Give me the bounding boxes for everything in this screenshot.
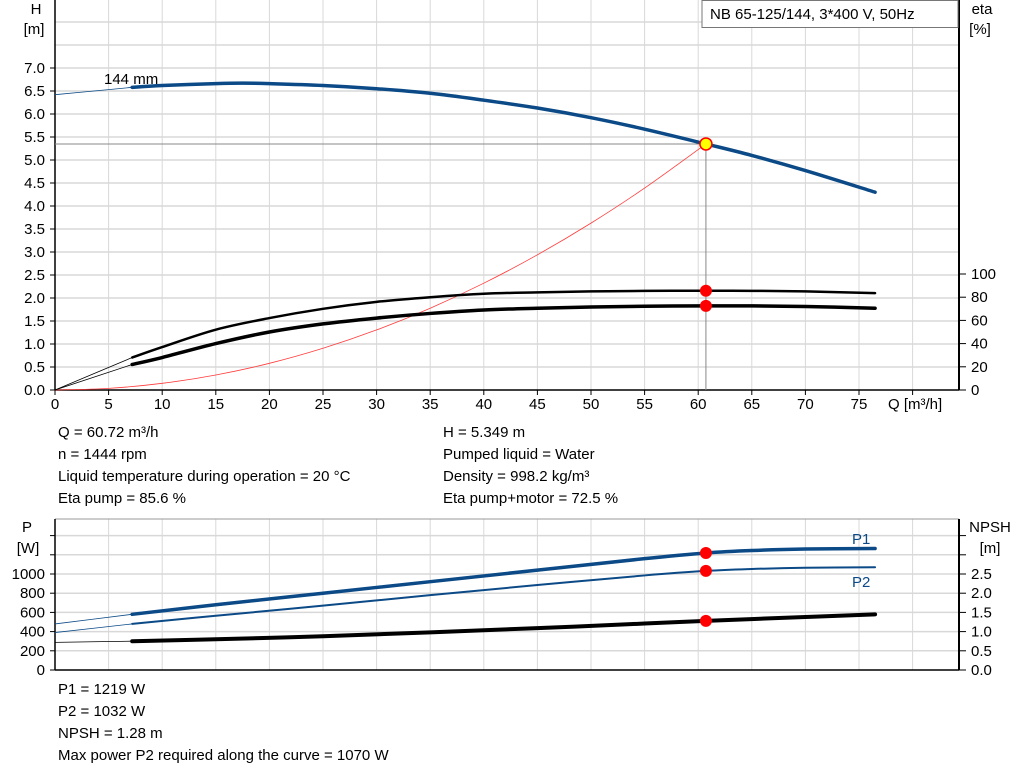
x-tick-label: 15: [207, 396, 224, 413]
p-tick-label: 600: [20, 604, 45, 621]
x-tick-label: 60: [690, 396, 707, 413]
info-p1: P1 = 1219 W: [58, 681, 146, 698]
npsh-curve-extrapolated: [54, 640, 133, 643]
x-tick-label: 55: [636, 396, 653, 413]
p-axis-unit: [W]: [17, 540, 40, 557]
p1-curve: [130, 546, 877, 617]
y2-tick-label: 100: [971, 266, 996, 283]
x-tick-label: 35: [422, 396, 439, 413]
info-density: Density = 998.2 kg/m³: [443, 468, 590, 485]
p-tick-label: 1000: [12, 566, 45, 583]
x-tick-label: 40: [475, 396, 492, 413]
duty-point-p1: [699, 546, 712, 559]
info-liquid: Pumped liquid = Water: [443, 446, 595, 463]
title-box: [701, 0, 959, 28]
x-tick-label: 70: [797, 396, 814, 413]
info-max-power: Max power P2 required along the curve = …: [58, 747, 389, 764]
p-tick-label: 200: [20, 643, 45, 660]
y2-axis-label: eta: [972, 1, 994, 18]
info-bottom: P1 = 1219 W P2 = 1032 W NPSH = 1.28 m Ma…: [58, 679, 389, 767]
npsh-tick-label: 0.5: [971, 643, 992, 660]
y-tick-label: 4.0: [24, 198, 45, 215]
eta-pump-curve-extrapolated: [54, 357, 133, 391]
impeller-diameter-label: 144 mm: [104, 71, 158, 88]
info-speed: n = 1444 rpm: [58, 446, 147, 463]
npsh-tick-label: 1.0: [971, 624, 992, 641]
eta-pump-motor-curve-extrapolated: [54, 364, 133, 391]
y-axis-unit: [m]: [24, 21, 45, 38]
y-tick-label: 2.5: [24, 267, 45, 284]
npsh-axis-label: NPSH: [969, 519, 1011, 536]
duty-point-eta-pump-motor: [699, 299, 712, 312]
x-tick-label: 0: [51, 396, 59, 413]
p1-curve-extrapolated: [54, 613, 133, 625]
x-tick-label: 25: [315, 396, 332, 413]
info-top-right: H = 5.349 m Pumped liquid = Water Densit…: [443, 422, 618, 510]
info-top-left: Q = 60.72 m³/h n = 1444 rpm Liquid tempe…: [58, 422, 350, 510]
info-npsh: NPSH = 1.28 m: [58, 725, 163, 742]
y-tick-label: 1.0: [24, 336, 45, 353]
y-tick-label: 2.0: [24, 290, 45, 307]
y-tick-label: 5.0: [24, 152, 45, 169]
p-axis-label: P: [22, 519, 32, 536]
x-tick-label: 30: [368, 396, 385, 413]
y-tick-label: 6.0: [24, 106, 45, 123]
info-temperature: Liquid temperature during operation = 20…: [58, 468, 351, 485]
x-tick-label: 45: [529, 396, 546, 413]
p1-legend-label: P1: [852, 531, 870, 548]
p-tick-label: 0: [37, 662, 45, 679]
p2-curve-extrapolated: [54, 623, 133, 633]
y2-tick-label: 20: [971, 359, 988, 376]
head-curve-extrapolated: [54, 86, 133, 96]
npsh-axis-unit: [m]: [980, 540, 1001, 557]
npsh-curve: [130, 612, 878, 644]
y-tick-label: 1.5: [24, 313, 45, 330]
npsh-tick-label: 2.5: [971, 566, 992, 583]
p2-legend-label: P2: [852, 574, 870, 591]
y-tick-label: 7.0: [24, 60, 45, 77]
y2-tick-label: 0: [971, 382, 979, 399]
x-tick-label: 50: [583, 396, 600, 413]
info-head: H = 5.349 m: [443, 424, 526, 441]
p-tick-label: 400: [20, 624, 45, 641]
x-tick-label: 5: [104, 396, 112, 413]
duty-point-head: [699, 137, 713, 151]
x-tick-label: 65: [743, 396, 760, 413]
info-flow: Q = 60.72 m³/h: [58, 424, 159, 441]
system-curve: [54, 143, 707, 391]
chart-title: NB 65-125/144, 3*400 V, 50Hz: [710, 6, 915, 23]
eta-pump-curve: [130, 289, 877, 359]
npsh-tick-label: 0.0: [971, 662, 992, 679]
duty-point-p2: [699, 564, 712, 577]
y2-tick-label: 40: [971, 336, 988, 353]
y-tick-label: 0.5: [24, 359, 45, 376]
info-eta-pump-motor: Eta pump+motor = 72.5 %: [443, 490, 619, 507]
y-tick-label: 0.0: [24, 382, 45, 399]
y2-tick-label: 60: [971, 312, 988, 329]
p-tick-label: 800: [20, 585, 45, 602]
x-tick-label: 75: [851, 396, 868, 413]
y-tick-label: 4.5: [24, 175, 45, 192]
y2-tick-label: 80: [971, 289, 988, 306]
y-tick-label: 3.5: [24, 221, 45, 238]
y-tick-label: 3.0: [24, 244, 45, 261]
y-tick-label: 5.5: [24, 129, 45, 146]
p2-curve: [131, 566, 877, 625]
x-tick-label: 10: [154, 396, 171, 413]
duty-point-npsh: [699, 614, 712, 627]
info-p2: P2 = 1032 W: [58, 703, 146, 720]
y-tick-label: 6.5: [24, 83, 45, 100]
eta-pump-motor-curve: [130, 304, 877, 367]
x-axis-label: Q [m³/h]: [888, 396, 942, 413]
info-eta-pump: Eta pump = 85.6 %: [58, 490, 186, 507]
y-axis-label: H: [31, 1, 42, 18]
npsh-tick-label: 1.5: [971, 604, 992, 621]
x-tick-label: 20: [261, 396, 278, 413]
head-curve: [130, 81, 877, 194]
npsh-tick-label: 2.0: [971, 585, 992, 602]
duty-point-eta-pump: [699, 284, 712, 297]
y2-axis-unit: [%]: [969, 21, 991, 38]
